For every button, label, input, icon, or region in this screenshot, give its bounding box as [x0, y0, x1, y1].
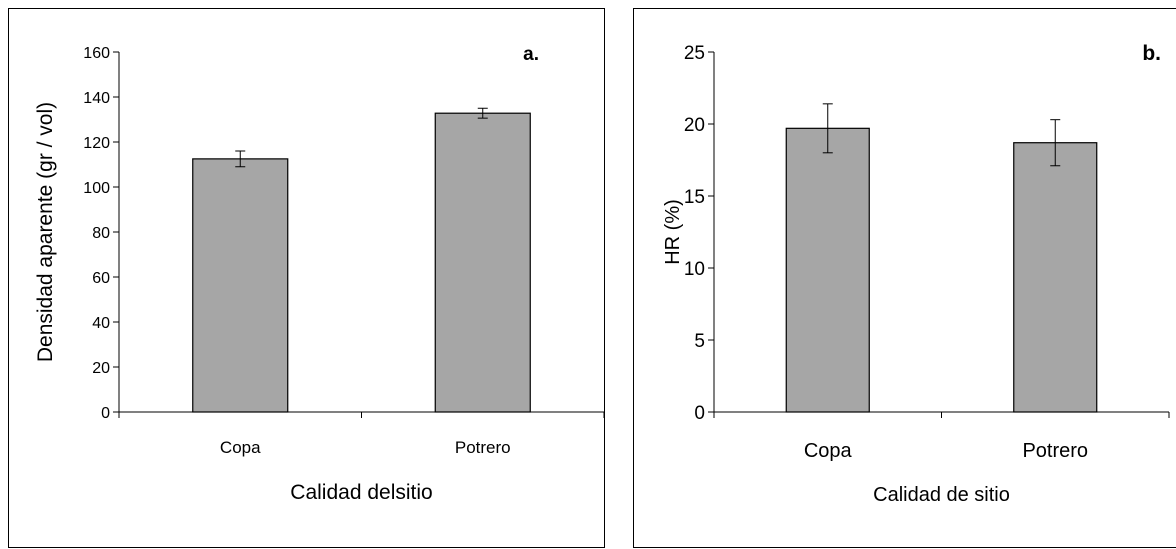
chart-panel-a: 0 20 40 60 80 100 120 140 160 Copa Potrero Calidad … — [8, 8, 605, 548]
bar-b-copa — [785, 127, 870, 413]
y-tick-label-b: 10 — [684, 259, 705, 280]
y-tick-label-b: 15 — [684, 187, 705, 208]
panel-label-b: b. — [1142, 42, 1161, 65]
y-tick-label-a: 80 — [92, 225, 110, 242]
y-tick-label-a: 0 — [101, 405, 110, 422]
bar-chart-a: 0 20 40 60 80 100 120 140 160 Copa Potrero Calidad … — [34, 44, 605, 504]
x-axis-label-b: Calidad de sitio — [873, 484, 1010, 506]
y-tick-label-a: 60 — [92, 270, 110, 287]
y-tick-label-b: 5 — [694, 331, 705, 352]
y-axis-label-b: HR (%) — [662, 199, 684, 265]
x-axis-label-a: Calidad delsitio — [290, 481, 432, 504]
y-tick-label-a: 160 — [83, 45, 110, 62]
y-tick-label-b: 0 — [694, 403, 705, 424]
panel-label-a: a. — [523, 44, 539, 65]
x-tick-label-a-copa: Copa — [220, 438, 261, 457]
bar-a-copa — [192, 158, 289, 413]
y-tick-label-b: 20 — [684, 115, 705, 136]
x-tick-label-a-potrero: Potrero — [455, 438, 511, 457]
chart-panel-b: 0 5 10 15 20 25 Copa Potrero Calidad de sitio HR … — [633, 8, 1176, 548]
bar-a-potrero — [434, 112, 531, 413]
x-tick-label-b-copa: Copa — [804, 440, 853, 462]
y-axis-label-a: Densidad aparente (gr / vol) — [34, 102, 57, 362]
y-tick-label-a: 20 — [92, 360, 110, 377]
y-tick-label-a: 140 — [83, 90, 110, 107]
x-tick-label-b-potrero: Potrero — [1022, 440, 1088, 462]
y-tick-label-b: 25 — [684, 43, 705, 64]
bar-b-potrero — [1013, 142, 1098, 413]
bar-chart-b: 0 5 10 15 20 25 Copa Potrero Calidad de sitio HR … — [662, 42, 1170, 506]
y-tick-label-a: 40 — [92, 315, 110, 332]
y-tick-label-a: 120 — [83, 135, 110, 152]
y-tick-label-a: 100 — [83, 180, 110, 197]
